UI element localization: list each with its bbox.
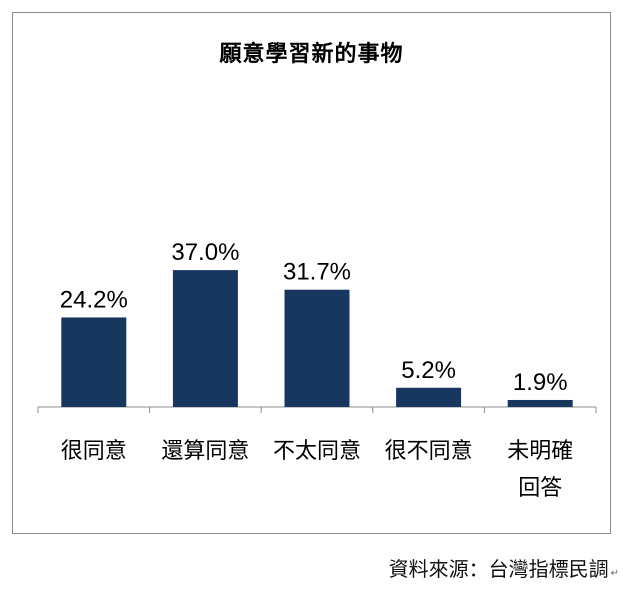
bar	[284, 289, 350, 407]
bar	[61, 317, 127, 407]
x-tick-label: 很同意	[61, 439, 127, 464]
x-tick-label: 很不同意	[385, 439, 473, 464]
x-tick-label: 回答	[518, 476, 562, 501]
data-label: 31.7%	[283, 259, 351, 286]
source-note: 資料來源：台灣指標民調 ↵	[389, 553, 619, 582]
bar	[507, 399, 573, 407]
x-tick-label: 不太同意	[273, 439, 361, 464]
bar	[172, 270, 238, 407]
chart-frame	[12, 12, 611, 534]
paragraph-mark-icon: ↵	[610, 568, 619, 579]
source-text: 資料來源：台灣指標民調	[388, 557, 609, 581]
bar-chart: 24.2% 很同意 37.0% 還算同意 31.7% 不太同意 5.2% 很不同意 1.9% 未明…	[37, 239, 597, 501]
x-tick-label: 還算同意	[161, 439, 249, 464]
bar	[396, 387, 462, 407]
chart-title: 願意學習新的事物	[219, 42, 404, 67]
data-label: 24.2%	[60, 286, 128, 313]
data-label: 37.0%	[171, 239, 239, 266]
x-tick-label: 未明確	[507, 439, 573, 464]
data-label: 1.9%	[513, 369, 568, 396]
data-label: 5.2%	[401, 357, 456, 384]
